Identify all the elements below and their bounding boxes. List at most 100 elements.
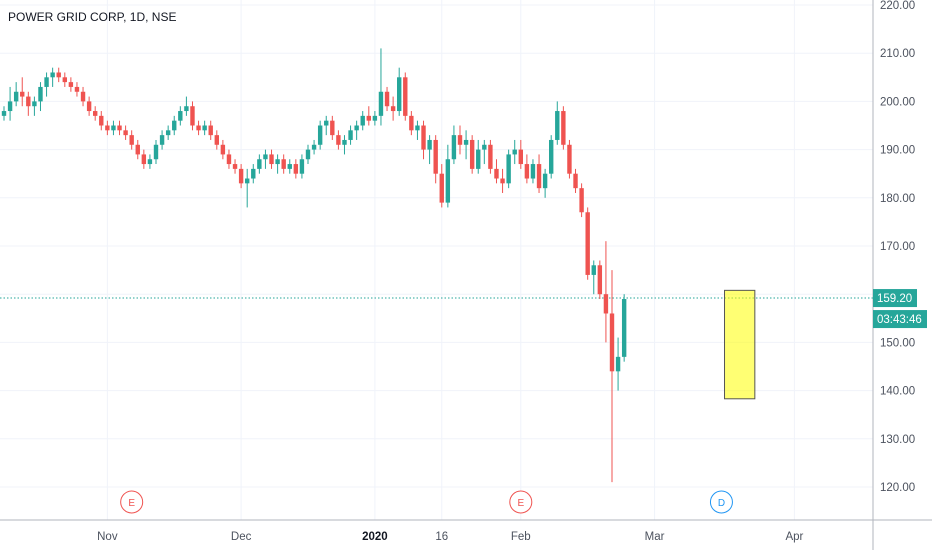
candle <box>311 139 317 155</box>
candle-body <box>433 139 438 174</box>
candle-body <box>518 149 523 165</box>
candle <box>463 130 469 160</box>
candle <box>536 154 542 193</box>
candle-body <box>263 154 268 160</box>
candle-body <box>366 115 371 121</box>
candle <box>524 154 530 184</box>
candle-body <box>184 106 189 112</box>
candle <box>68 77 74 92</box>
candle <box>451 125 457 165</box>
candle <box>348 125 353 145</box>
candle <box>409 111 414 136</box>
candle-body <box>311 144 317 150</box>
candle-body <box>208 125 213 136</box>
candle <box>32 96 37 116</box>
candle <box>281 154 286 174</box>
x-tick-label: Dec <box>231 531 252 543</box>
y-tick-label: 190.00 <box>880 145 915 157</box>
candle-body <box>403 77 408 116</box>
candle <box>123 125 128 140</box>
highlight-box <box>724 289 756 400</box>
candle-body <box>512 149 517 155</box>
candle-body <box>469 139 475 169</box>
candle <box>232 159 238 174</box>
candle-body <box>232 164 238 169</box>
candle-body <box>372 115 378 121</box>
candle-body <box>50 72 55 78</box>
candle-body <box>476 149 481 169</box>
candle <box>190 101 195 131</box>
countdown-box <box>873 310 927 329</box>
last-price-box <box>873 289 917 308</box>
candle <box>141 149 147 169</box>
candle-body <box>20 91 25 97</box>
candle-body <box>1 111 7 116</box>
candle-body <box>117 125 122 131</box>
candle <box>366 106 371 126</box>
candle <box>184 96 189 116</box>
y-tick-label: 180.00 <box>880 193 915 205</box>
candle-body <box>123 130 128 136</box>
candle <box>26 91 31 116</box>
candle-body <box>348 130 353 140</box>
dividend-event-marker[interactable]: D <box>709 490 733 514</box>
y-tick-label: 120.00 <box>880 482 915 494</box>
candle <box>390 96 396 121</box>
candle <box>226 149 232 169</box>
chart-title: POWER GRID CORP, 1D, NSE <box>8 10 176 24</box>
x-tick-label: Feb <box>511 531 531 543</box>
candle <box>384 86 390 112</box>
candle-body <box>603 294 609 314</box>
candle <box>549 135 554 179</box>
y-tick-label: 170.00 <box>880 241 915 253</box>
candle-body <box>245 178 250 184</box>
candle <box>251 164 256 184</box>
candle <box>202 120 207 136</box>
candle-body <box>500 178 505 184</box>
candle <box>93 106 98 121</box>
candle-body <box>342 139 347 145</box>
x-tick-label: 16 <box>435 531 448 543</box>
candle-body <box>451 135 457 160</box>
candle-body <box>62 77 67 83</box>
candle-body <box>330 120 335 136</box>
candle <box>518 139 523 169</box>
candle-body <box>7 101 13 112</box>
candle <box>506 149 511 189</box>
candle-body <box>536 164 542 189</box>
candle-body <box>621 299 627 357</box>
candle <box>330 115 335 140</box>
candle-body <box>190 106 195 126</box>
x-tick-label: Apr <box>785 531 803 543</box>
candle <box>476 139 481 174</box>
candle <box>38 82 43 112</box>
event-circle <box>120 490 144 514</box>
candle <box>257 154 262 174</box>
candle <box>542 168 548 198</box>
candle-body <box>555 111 560 140</box>
candle-body <box>579 188 584 213</box>
y-tick-label: 140.00 <box>880 386 915 398</box>
candle-body <box>530 164 536 179</box>
candle <box>56 67 61 83</box>
candle <box>397 67 402 116</box>
candle <box>117 120 122 136</box>
y-tick-label: 220.00 <box>880 0 915 12</box>
candle-body <box>141 154 147 165</box>
candle <box>13 82 19 107</box>
earnings-event-marker[interactable]: E <box>509 490 533 514</box>
earnings-event-marker[interactable]: E <box>120 490 144 514</box>
candle <box>220 139 226 160</box>
candle-body <box>196 125 201 131</box>
last-price-label: 159.20 <box>877 293 912 305</box>
candle <box>80 86 86 107</box>
candle <box>530 159 536 184</box>
candle <box>585 207 590 280</box>
candle-body <box>135 144 140 155</box>
candle-body <box>561 111 566 145</box>
candle-body <box>147 159 153 165</box>
candle-body <box>445 159 451 203</box>
candle-body <box>238 168 244 184</box>
candle <box>317 120 323 150</box>
